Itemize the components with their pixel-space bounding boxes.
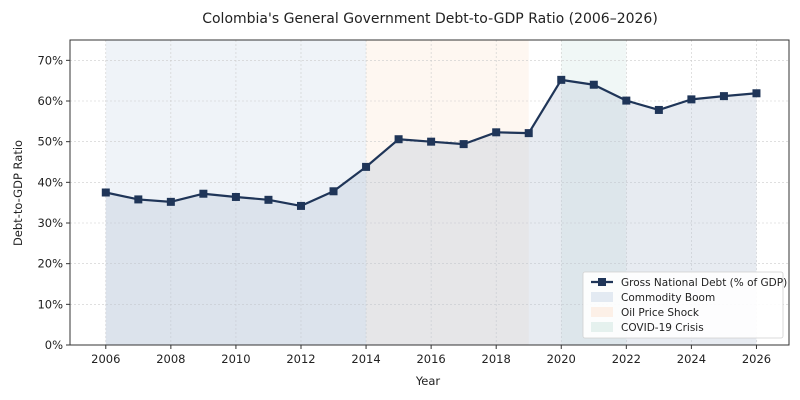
series-point — [622, 96, 631, 105]
series-point — [362, 162, 371, 171]
legend-series-marker — [598, 278, 606, 286]
x-tick-label: 2016 — [416, 352, 445, 366]
x-tick-label: 2012 — [286, 352, 315, 366]
x-tick-label: 2006 — [91, 352, 120, 366]
x-axis-label: Year — [415, 374, 441, 388]
y-tick-label: 30% — [37, 216, 63, 230]
y-tick-label: 50% — [37, 135, 63, 149]
series-point — [589, 80, 598, 89]
y-tick-label: 20% — [37, 257, 63, 271]
x-tick-label: 2008 — [156, 352, 185, 366]
x-tick-label: 2018 — [482, 352, 511, 366]
x-tick-label: 2014 — [351, 352, 380, 366]
plot-frame — [69, 39, 790, 346]
legend-box — [582, 271, 784, 339]
y-tick-label: 10% — [37, 297, 63, 311]
legend-swatch-0 — [591, 292, 613, 302]
shaded-region-1 — [366, 40, 529, 345]
series-point — [231, 192, 240, 201]
y-tick-label: 60% — [37, 94, 63, 108]
series-point — [524, 129, 533, 138]
series-point — [296, 201, 305, 210]
chart-title: Colombia's General Government Debt-to-GD… — [202, 11, 658, 27]
series-point — [427, 137, 436, 146]
series-point — [687, 95, 696, 104]
series-point — [459, 140, 468, 149]
y-tick-label: 0% — [45, 338, 63, 352]
series-point — [752, 89, 761, 98]
series-point — [654, 105, 663, 114]
x-tick-label: 2022 — [612, 352, 641, 366]
y-tick-label: 40% — [37, 175, 63, 189]
legend-label-series: Gross National Debt (% of GDP) — [621, 277, 787, 289]
x-tick-label: 2020 — [547, 352, 576, 366]
x-tick-label: 2026 — [742, 352, 771, 366]
y-axis-label: Debt-to-GDP Ratio — [11, 140, 25, 246]
legend: Gross National Debt (% of GDP) Commodity … — [582, 271, 787, 339]
series-point — [394, 135, 403, 144]
x-tick-label: 2010 — [221, 352, 250, 366]
legend-label-region-0: Commodity Boom — [621, 292, 715, 304]
series-point — [166, 197, 175, 206]
series-point — [264, 195, 273, 204]
legend-label-region-1: Oil Price Shock — [621, 307, 700, 319]
series-point — [719, 92, 728, 101]
series-point — [101, 188, 110, 197]
legend-swatch-1 — [591, 307, 613, 317]
legend-swatch-2 — [591, 322, 613, 332]
y-tick-label: 70% — [37, 53, 63, 67]
series-point — [492, 128, 501, 137]
series-point — [329, 187, 338, 196]
series-point — [557, 75, 566, 84]
x-tick-label: 2024 — [677, 352, 706, 366]
series-point — [134, 195, 143, 204]
legend-label-region-2: COVID-19 Crisis — [621, 322, 704, 334]
series-point — [199, 189, 208, 198]
